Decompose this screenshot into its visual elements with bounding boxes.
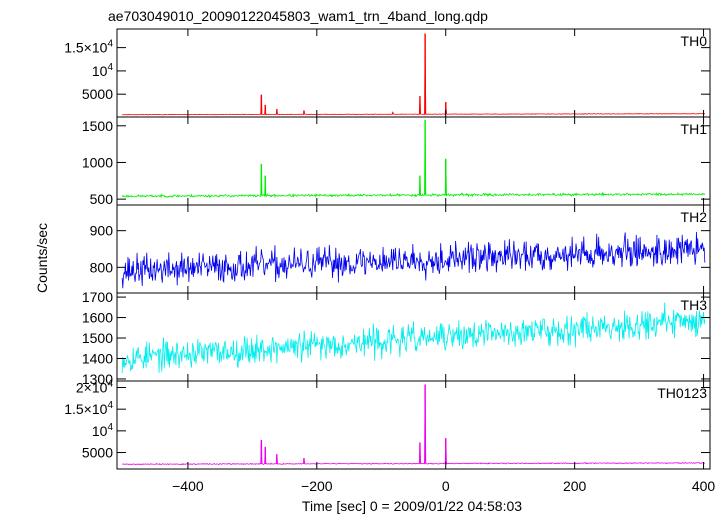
panel-label-th1: TH1 [681,121,708,137]
y-tick-label: 1600 [82,310,113,326]
panel-th1: 500 1000 1500 TH1 [82,116,711,207]
panel-frame [116,28,711,118]
panel-th0: 5000 104 1.5×104 TH0 [64,28,711,118]
panel-th2: 800 900 TH2 [90,204,711,294]
panel-frame [116,116,711,206]
series-line-th3 [121,302,706,374]
x-tick-label: 0 [442,478,450,494]
y-tick-label: 500 [90,191,114,207]
x-tick-label: 400 [692,478,716,494]
panels-group: 5000 104 1.5×104 TH0 500 1000 1500 TH1 800 900 TH2… [64,28,711,470]
x-tick-label: −400 [172,478,204,494]
y-tick-label: 1300 [82,371,113,387]
panel-th3: 1300 1400 1500 1600 1700 TH3 [82,289,711,387]
y-axis-label: Counts/sec [34,223,50,293]
y-tick-label: 5000 [82,445,113,461]
series-line-th0 [122,33,706,116]
panel-label-th3: TH3 [681,297,708,313]
panel-frame [116,380,711,470]
panel-label-th0123: TH0123 [657,385,707,401]
x-axis-label: Time [sec] 0 = 2009/01/22 04:58:03 [302,498,522,514]
series-line-th1 [121,119,706,199]
series-line-th0123 [122,384,705,466]
chart-title: ae703049010_20090122045803_wam1_trn_4ban… [108,8,488,24]
y-tick-label: 1700 [82,289,113,305]
y-tick-label: 1.5×104 [64,400,113,417]
y-tick-label: 900 [90,223,114,239]
y-tick-label: 800 [90,259,114,275]
y-tick-label: 5000 [82,86,113,102]
panel-frame [116,292,711,382]
y-tick-label: 1400 [82,350,113,366]
y-tick-label: 1000 [82,154,113,170]
y-tick-label: 1500 [82,330,113,346]
panel-label-th0: TH0 [681,33,708,49]
y-tick-label: 1500 [82,118,113,134]
y-tick-label: 104 [92,422,114,439]
panel-label-th2: TH2 [681,209,708,225]
panel-th0123: 5000 104 1.5×104 2×104 TH0123 [64,379,711,470]
series-line-th2 [121,232,706,289]
y-tick-label: 2×104 [76,379,114,396]
y-tick-label: 104 [92,62,114,79]
x-tick-label: 200 [563,478,587,494]
x-axis: −400 −200 0 200 400 [172,478,715,494]
x-tick-label: −200 [301,478,333,494]
y-tick-label: 1.5×104 [64,39,113,56]
